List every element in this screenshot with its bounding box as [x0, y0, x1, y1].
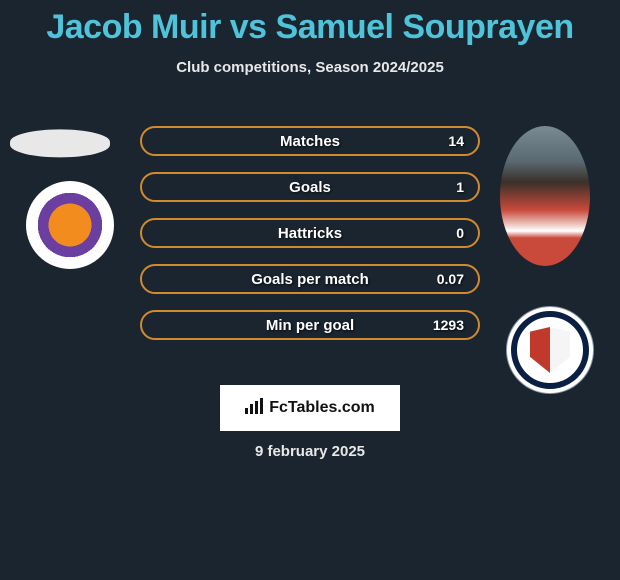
left-player-avatar [10, 129, 110, 157]
stat-value-right: 1 [456, 179, 464, 195]
right-club-crest [500, 306, 600, 396]
stat-label: Goals [289, 179, 331, 196]
stat-value-right: 0 [456, 225, 464, 241]
stat-row-hattricks: Hattricks 0 [140, 218, 480, 248]
stat-label: Min per goal [266, 317, 354, 334]
left-club-crest [20, 181, 120, 271]
chart-bar-icon [245, 398, 265, 419]
stat-row-matches: Matches 14 [140, 126, 480, 156]
page-title: Jacob Muir vs Samuel Souprayen [0, 0, 620, 47]
stat-label: Goals per match [251, 271, 369, 288]
stat-row-goals-per-match: Goals per match 0.07 [140, 264, 480, 294]
stat-value-right: 0.07 [437, 271, 464, 287]
stats-table: Matches 14 Goals 1 Hattricks 0 Goals per… [140, 126, 480, 356]
subtitle: Club competitions, Season 2024/2025 [0, 59, 620, 76]
stat-row-goals: Goals 1 [140, 172, 480, 202]
stat-label: Hattricks [278, 225, 342, 242]
right-player-avatar [500, 126, 590, 266]
stat-label: Matches [280, 133, 340, 150]
brand-badge: FcTables.com [220, 385, 400, 431]
stat-row-min-per-goal: Min per goal 1293 [140, 310, 480, 340]
perth-glory-crest-icon [26, 181, 114, 269]
footer-date: 9 february 2025 [0, 443, 620, 460]
melbourne-city-crest-icon [506, 306, 594, 394]
brand-text: FcTables.com [269, 399, 375, 417]
stat-value-right: 14 [448, 133, 464, 149]
comparison-panel: Matches 14 Goals 1 Hattricks 0 Goals per… [0, 106, 620, 406]
stat-value-right: 1293 [433, 317, 464, 333]
